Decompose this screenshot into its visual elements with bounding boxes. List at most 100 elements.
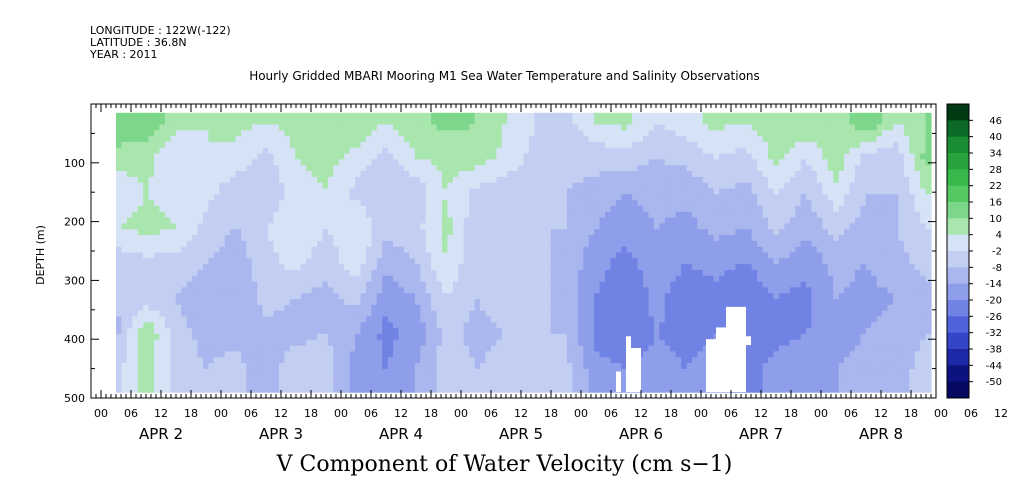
heatmap-cell (116, 322, 123, 329)
heatmap-cell (539, 351, 546, 358)
heatmap-cell (398, 333, 405, 341)
heatmap-cell (159, 386, 166, 393)
heatmap-cell (257, 240, 264, 248)
heatmap-cell (414, 153, 421, 160)
heatmap-cell (224, 165, 231, 172)
heatmap-cell (219, 141, 226, 149)
heatmap-cell (371, 229, 378, 236)
heatmap-cell (664, 240, 671, 248)
heatmap-cell (240, 182, 247, 190)
heatmap-cell (539, 363, 546, 370)
heatmap-cell (164, 176, 171, 184)
heatmap-cell (675, 322, 682, 329)
heatmap-cell (436, 153, 443, 160)
heatmap-cell (376, 357, 383, 364)
heatmap-cell (300, 322, 307, 329)
heatmap-cell (143, 130, 150, 137)
heatmap-cell (257, 176, 264, 184)
heatmap-cell (186, 217, 193, 224)
heatmap-cell (480, 328, 487, 335)
heatmap-cell (289, 200, 296, 207)
heatmap-cell (653, 188, 660, 195)
heatmap-cell (376, 211, 383, 219)
heatmap-cell (545, 351, 552, 358)
heatmap-cell (148, 165, 155, 172)
heatmap-cell (219, 287, 226, 294)
heatmap-cell (317, 310, 324, 318)
heatmap-cell (251, 211, 258, 219)
heatmap-cell (447, 281, 454, 288)
heatmap-cell (382, 380, 389, 387)
heatmap-cell (393, 223, 400, 230)
heatmap-cell (403, 357, 410, 364)
heatmap-cell (349, 357, 356, 364)
heatmap-cell (355, 223, 362, 230)
heatmap-cell (327, 310, 334, 318)
heatmap-cell (621, 147, 628, 155)
heatmap-cell (240, 211, 247, 219)
heatmap-cell (653, 211, 660, 219)
heatmap-cell (550, 159, 557, 166)
heatmap-cell (197, 136, 204, 143)
heatmap-cell (469, 333, 476, 341)
heatmap-cell (371, 188, 378, 195)
heatmap-cell (556, 281, 563, 288)
heatmap-cell (512, 124, 519, 131)
heatmap-cell (490, 118, 497, 126)
heatmap-cell (610, 281, 617, 288)
heatmap-cell (539, 171, 546, 178)
heatmap-cell (442, 118, 449, 126)
heatmap-cell (148, 130, 155, 137)
heatmap-cell (452, 310, 459, 318)
heatmap-cell (268, 165, 275, 172)
heatmap-cell (534, 188, 541, 195)
heatmap-cell (653, 153, 660, 160)
heatmap-cell (279, 252, 286, 259)
heatmap-cell (349, 165, 356, 172)
heatmap-cell (333, 380, 340, 387)
heatmap-cell (512, 374, 519, 382)
heatmap-cell (126, 223, 133, 230)
heatmap-cell (197, 147, 204, 155)
heatmap-cell (235, 246, 242, 254)
heatmap-cell (420, 112, 427, 120)
heatmap-cell (170, 363, 177, 370)
heatmap-cell (431, 363, 438, 370)
heatmap-cell (572, 153, 579, 160)
heatmap-cell (442, 386, 449, 393)
heatmap-cell (480, 153, 487, 160)
heatmap-cell (240, 159, 247, 166)
heatmap-cell (268, 339, 275, 347)
heatmap-cell (463, 310, 470, 318)
heatmap-cell (664, 275, 671, 283)
heatmap-cell (643, 374, 650, 382)
heatmap-cell (572, 357, 579, 364)
heatmap-cell (632, 264, 639, 271)
heatmap-cell (420, 328, 427, 335)
heatmap-cell (648, 269, 655, 277)
heatmap-cell (447, 194, 454, 201)
heatmap-cell (474, 246, 481, 254)
heatmap-cell (485, 200, 492, 207)
heatmap-cell (251, 269, 258, 277)
heatmap-cell (257, 345, 264, 352)
heatmap-cell (463, 159, 470, 166)
heatmap-cell (192, 374, 199, 382)
heatmap-cell (431, 328, 438, 335)
heatmap-cell (485, 258, 492, 265)
heatmap-cell (643, 322, 650, 329)
heatmap-cell (528, 363, 535, 370)
heatmap-cell (121, 351, 128, 358)
heatmap-cell (599, 304, 606, 312)
heatmap-cell (643, 223, 650, 230)
heatmap-cell (539, 386, 546, 393)
heatmap-cell (143, 328, 150, 335)
heatmap-cell (528, 136, 535, 143)
heatmap-cell (181, 363, 188, 370)
heatmap-cell (545, 287, 552, 294)
heatmap-cell (317, 304, 324, 312)
heatmap-cell (289, 363, 296, 370)
heatmap-cell (474, 176, 481, 184)
heatmap-cell (398, 299, 405, 306)
heatmap-cell (653, 223, 660, 230)
